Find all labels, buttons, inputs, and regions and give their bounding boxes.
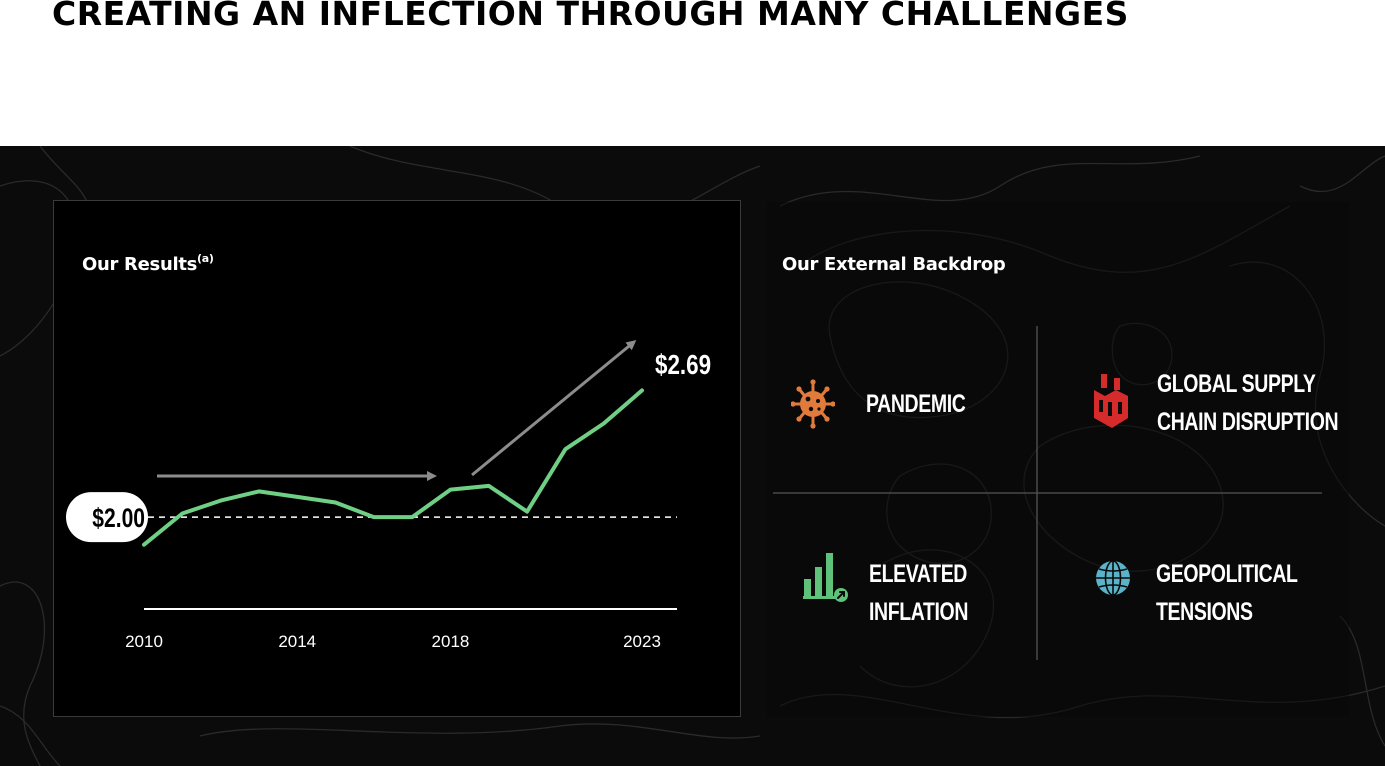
rising-trend-arrow xyxy=(471,340,637,477)
backdrop-panel: Our External Backdrop xyxy=(767,202,1349,717)
content-band: Our Results(a) 2010 2014 2018 2023 $2.00 $2… xyxy=(0,146,1385,766)
results-series-line xyxy=(142,388,644,547)
challenge-label-geopolitical: GEOPOLITICAL TENSIONS xyxy=(1156,560,1298,626)
virus-icon xyxy=(791,379,835,429)
backdrop-heading: Our External Backdrop xyxy=(782,254,1006,275)
results-chart: 2010 2014 2018 2023 $2.00 $2.69 xyxy=(66,340,711,651)
x-tick-label-2014: 2014 xyxy=(278,632,316,651)
rising-bars-icon xyxy=(803,553,848,602)
results-heading: Our Results(a) xyxy=(82,252,214,275)
end-value-label: $2.69 xyxy=(655,350,711,381)
x-tick-label-2018: 2018 xyxy=(432,632,470,651)
x-tick-label-2010: 2010 xyxy=(125,632,163,651)
challenge-label-supply-chain: GLOBAL SUPPLY CHAIN DISRUPTION xyxy=(1157,370,1339,436)
challenge-label-pandemic: PANDEMIC xyxy=(866,390,966,418)
page-title: CREATING AN INFLECTION THROUGH MANY CHAL… xyxy=(52,0,1129,33)
challenge-label-inflation: ELEVATED INFLATION xyxy=(869,560,969,626)
x-tick-label-2023: 2023 xyxy=(623,632,661,651)
reference-value-badge: $2.00 xyxy=(66,492,148,543)
quadrant-dividers xyxy=(773,326,1322,660)
globe-icon xyxy=(1096,560,1130,596)
footnote-marker: (a) xyxy=(197,252,214,265)
factory-icon xyxy=(1094,374,1128,428)
results-panel: Our Results(a) 2010 2014 2018 2023 $2.00 $2… xyxy=(53,200,741,717)
reference-value-label: $2.00 xyxy=(92,504,145,534)
